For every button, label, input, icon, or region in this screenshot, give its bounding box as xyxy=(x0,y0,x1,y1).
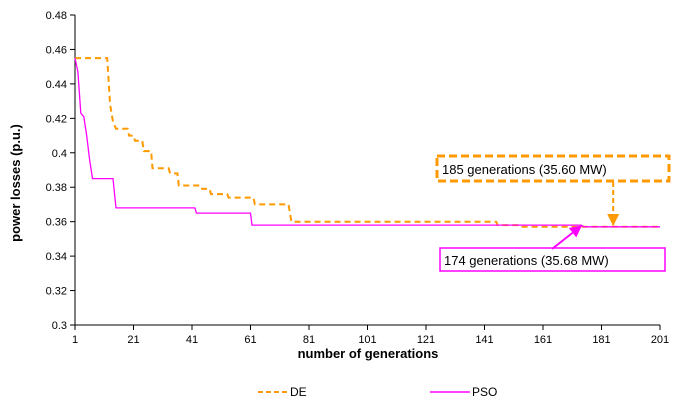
x-axis-title: number of generations xyxy=(298,346,439,361)
x-tick-label: 141 xyxy=(475,334,493,346)
legend: DE PSO xyxy=(258,385,497,399)
x-tick-label: 201 xyxy=(651,334,669,346)
annotation-pso-text: 174 generations (35.68 MW) xyxy=(444,253,609,268)
y-tick-label: 0.4 xyxy=(52,148,67,160)
annotation-pso: 174 generations (35.68 MW) xyxy=(439,225,666,272)
plot-area: 0.3 0.32 0.34 0.36 0.38 0.4 0.42 0.44 0.46 0.48 1… xyxy=(46,10,670,346)
y-tick-label: 0.32 xyxy=(46,286,67,298)
y-tick-label: 0.44 xyxy=(46,79,67,91)
legend-de-label: DE xyxy=(290,385,307,399)
y-tick-label: 0.46 xyxy=(46,44,67,56)
annotation-de: 185 generations (35.60 MW) xyxy=(435,154,671,227)
y-axis-title: power losses (p.u.) xyxy=(8,124,23,242)
x-tick-label: 121 xyxy=(417,334,435,346)
y-tick-label: 0.38 xyxy=(46,182,67,194)
x-tick-label: 161 xyxy=(534,334,552,346)
legend-pso-label: PSO xyxy=(472,385,497,399)
x-tick-label: 61 xyxy=(244,334,256,346)
series-line-de xyxy=(75,57,660,228)
y-axis-ticks: 0.3 0.32 0.34 0.36 0.38 0.4 0.42 0.44 0.46 0.48 xyxy=(46,10,75,332)
x-tick-label: 1 xyxy=(72,334,78,346)
x-tick-label: 181 xyxy=(592,334,610,346)
annotation-de-box xyxy=(435,154,671,183)
x-tick-label: 101 xyxy=(358,334,376,346)
series-line-pso xyxy=(74,57,660,228)
y-tick-label: 0.48 xyxy=(46,10,67,22)
y-tick-label: 0.34 xyxy=(46,251,67,263)
y-tick-label: 0.3 xyxy=(52,320,67,332)
x-tick-label: 41 xyxy=(186,334,198,346)
series-layer xyxy=(74,57,660,228)
x-tick-label: 81 xyxy=(303,334,315,346)
x-axis-ticks: 1 21 41 61 81 101 121 141 161 181 201 xyxy=(72,325,669,346)
y-tick-label: 0.36 xyxy=(46,217,67,229)
annotation-de-text: 185 generations (35.60 MW) xyxy=(442,162,607,177)
y-tick-label: 0.42 xyxy=(46,113,67,125)
annotation-pso-arrow xyxy=(551,225,582,250)
x-tick-label: 21 xyxy=(127,334,139,346)
